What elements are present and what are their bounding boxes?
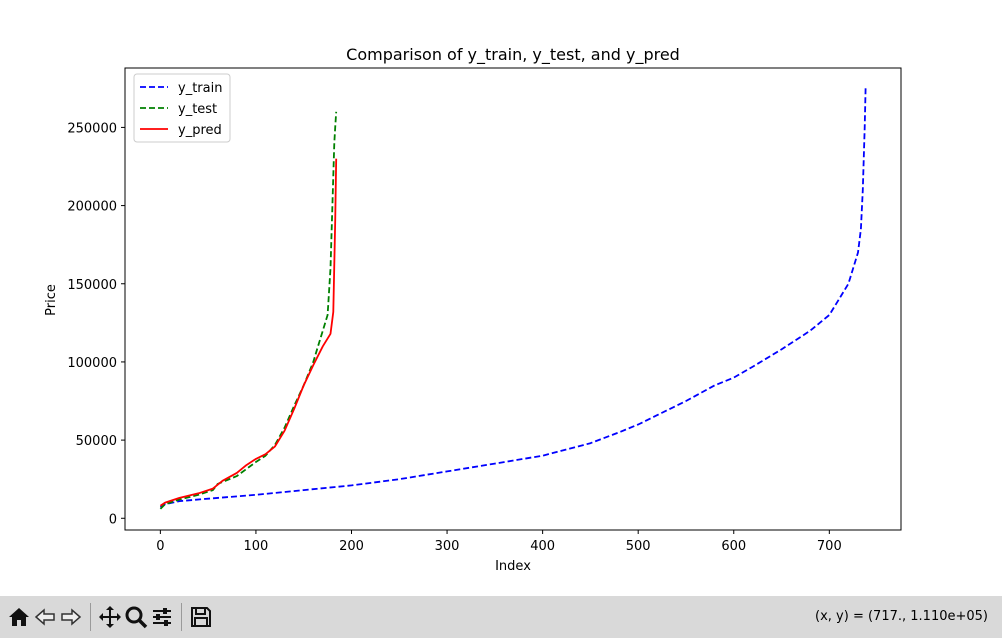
x-axis-label: Index xyxy=(495,559,531,574)
chart-figure: Comparison of y_train, y_test, and y_pre… xyxy=(44,45,902,574)
cursor-coordinates: (x, y) = (717., 1.110e+05) xyxy=(815,609,988,624)
series-line-y-train xyxy=(159,88,867,509)
series-line-y-test xyxy=(159,111,338,510)
x-tick-label: 400 xyxy=(530,539,555,554)
y-tick-label: 100000 xyxy=(67,356,117,371)
x-tick-label: 200 xyxy=(339,539,364,554)
toolbar-separator xyxy=(90,603,91,631)
zoom-button[interactable] xyxy=(123,602,149,632)
toolbar-separator xyxy=(181,603,182,631)
y-tick-label: 250000 xyxy=(67,121,117,136)
back-arrow-icon xyxy=(34,608,55,626)
save-icon xyxy=(191,607,211,627)
save-button[interactable] xyxy=(188,602,214,632)
home-icon xyxy=(9,608,29,626)
chart-title: Comparison of y_train, y_test, and y_pre… xyxy=(346,45,680,65)
y-tick-label: 0 xyxy=(109,512,117,527)
x-tick-label: 700 xyxy=(817,539,842,554)
navigation-toolbar: (x, y) = (717., 1.110e+05) xyxy=(0,596,1002,638)
zoom-icon xyxy=(125,606,148,629)
x-tick-label: 100 xyxy=(244,539,269,554)
back-button[interactable] xyxy=(32,602,58,632)
legend-label: y_test xyxy=(178,102,217,117)
x-tick-label: 500 xyxy=(626,539,651,554)
x-tick-label: 300 xyxy=(435,539,460,554)
forward-button[interactable] xyxy=(58,602,84,632)
y-tick-label: 150000 xyxy=(67,278,117,293)
y-tick-label: 50000 xyxy=(76,434,117,449)
home-button[interactable] xyxy=(6,602,32,632)
configure-subplots-icon xyxy=(153,608,171,626)
pan-icon xyxy=(99,606,121,628)
forward-arrow-icon xyxy=(61,608,82,626)
x-tick-label: 0 xyxy=(156,539,164,554)
x-tick-label: 600 xyxy=(721,539,746,554)
series-line-y-pred xyxy=(159,158,338,507)
y-axis-label: Price xyxy=(44,284,59,316)
axes-frame xyxy=(124,67,902,531)
y-tick-label: 200000 xyxy=(67,200,117,215)
plot-area[interactable]: 0 100 200 300 400 500 600 700 0 50000 100000 150000… xyxy=(67,67,902,554)
pan-button[interactable] xyxy=(97,602,123,632)
legend-label: y_train xyxy=(178,81,222,96)
configure-subplots-button[interactable] xyxy=(149,602,175,632)
legend-box xyxy=(133,73,231,143)
legend-label: y_pred xyxy=(178,123,222,138)
